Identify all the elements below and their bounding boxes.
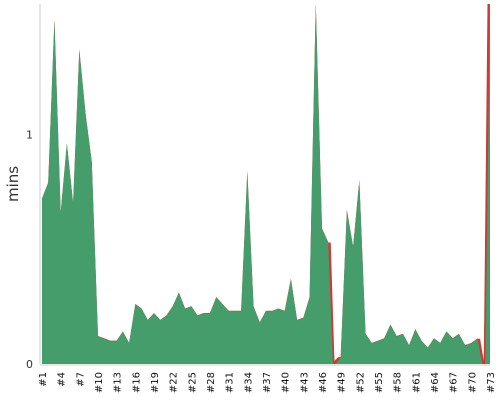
x-tick-label-4: #4	[57, 372, 68, 387]
x-tick-label-10: #10	[94, 372, 105, 393]
x-tick-label-70: #70	[467, 372, 478, 393]
x-tick-label-13: #13	[113, 372, 124, 393]
y-axis-label: mins	[4, 166, 22, 202]
axis-layer	[39, 4, 490, 366]
x-tick-label-19: #19	[150, 372, 161, 393]
x-tick-label-58: #58	[393, 372, 404, 393]
x-tick-label-43: #43	[299, 372, 310, 393]
x-tick-label-73: #73	[486, 372, 497, 393]
x-tick-layer: #1 #4 #7 #10 #13 #16 #19 #22 #25 #28 #31 #34 #37 #40 #…	[38, 372, 497, 393]
x-tick-label-28: #28	[206, 372, 217, 393]
drop-mark-72	[477, 4, 490, 364]
x-tick-label-61: #61	[411, 372, 422, 393]
x-tick-label-64: #64	[430, 372, 441, 393]
y-tick-label-0: 0	[26, 358, 33, 371]
drop-mark-48	[328, 242, 341, 364]
x-tick-label-49: #49	[337, 372, 348, 393]
y-tick-layer: 01	[26, 129, 33, 371]
area-layer	[42, 3, 490, 364]
x-tick-label-46: #46	[318, 372, 329, 393]
x-tick-label-16: #16	[131, 372, 142, 393]
x-tick-label-31: #31	[225, 372, 236, 393]
x-tick-label-37: #37	[262, 372, 273, 393]
x-tick-label-52: #52	[355, 372, 366, 393]
x-tick-label-22: #22	[169, 372, 180, 393]
x-tick-label-55: #55	[374, 372, 385, 393]
area-background	[42, 3, 490, 364]
y-tick-label-1: 1	[26, 129, 33, 142]
x-tick-label-34: #34	[243, 372, 254, 393]
x-tick-label-25: #25	[187, 372, 198, 393]
x-tick-label-7: #7	[75, 372, 86, 387]
x-tick-label-1: #1	[38, 372, 49, 387]
x-tick-label-40: #40	[281, 372, 292, 393]
x-tick-label-67: #67	[449, 372, 460, 393]
area-series-fill	[42, 4, 490, 364]
